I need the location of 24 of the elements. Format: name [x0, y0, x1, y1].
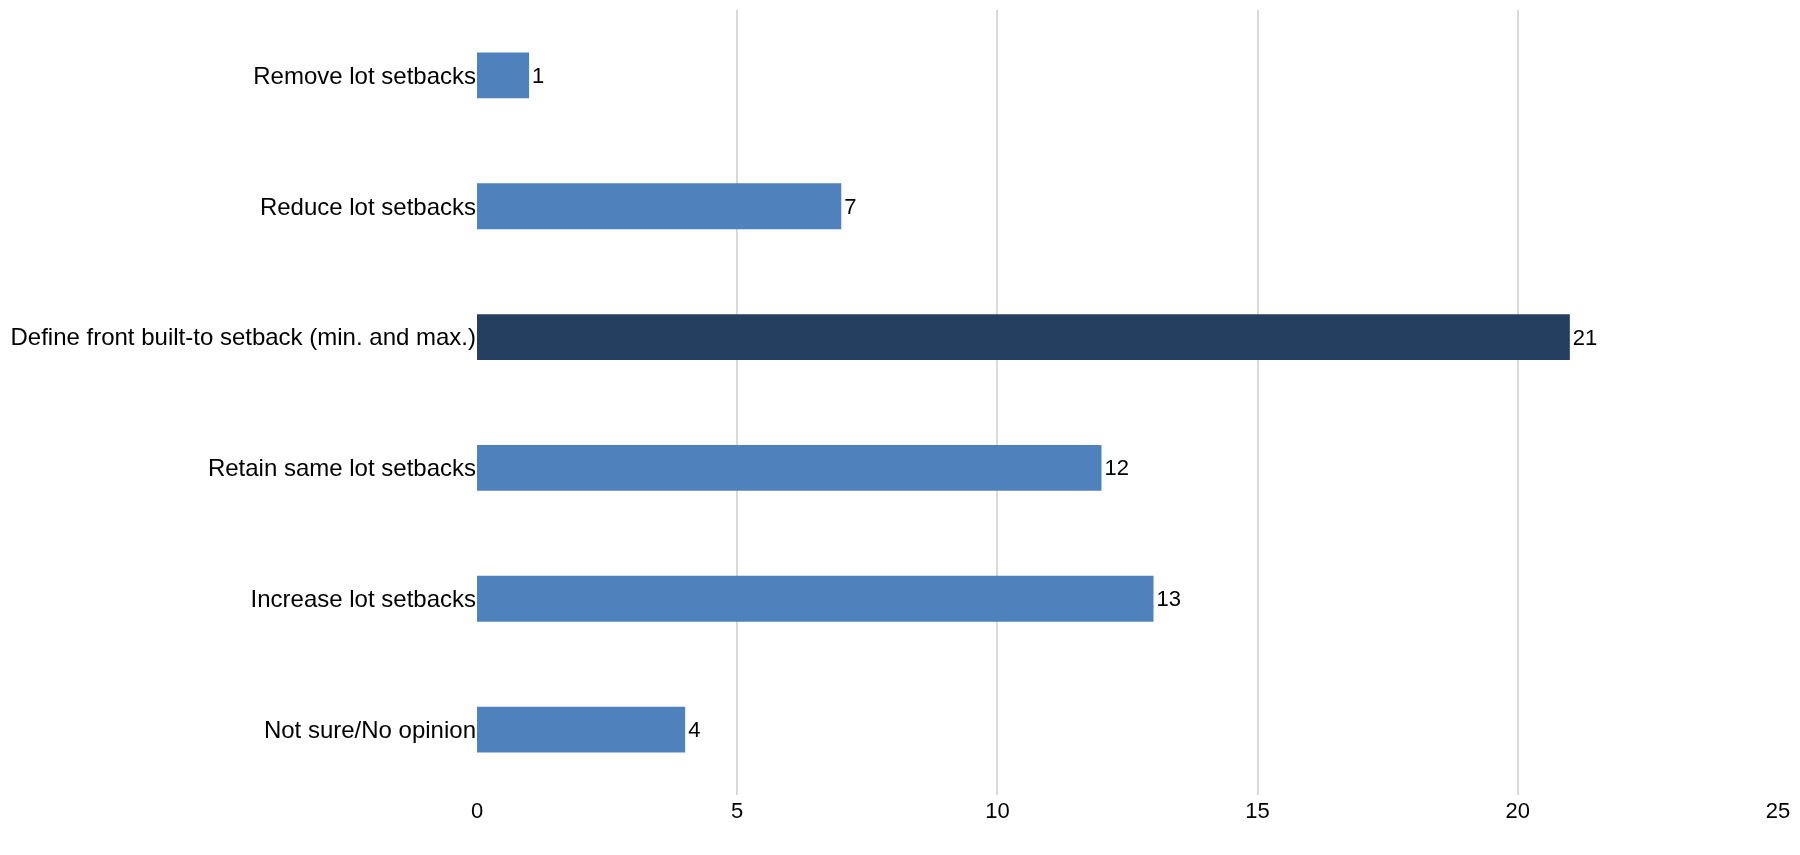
y-tick-label: Define front built-to setback (min. and max.)	[10, 323, 476, 351]
x-tick-label: 25	[1765, 798, 1791, 823]
data-label: 13	[1156, 586, 1181, 612]
data-label: 7	[844, 193, 857, 219]
data-label: 1	[532, 62, 545, 88]
y-tick-label: Not sure/No opinion	[263, 715, 476, 743]
data-label: 12	[1104, 455, 1129, 481]
bar	[477, 183, 842, 230]
data-label: 4	[688, 717, 701, 743]
bar	[477, 445, 1102, 491]
bar	[477, 314, 1570, 360]
y-tick-label: Reduce lot setbacks	[259, 192, 476, 220]
bar	[477, 706, 686, 753]
x-tick-label: 15	[1245, 798, 1270, 823]
y-tick-label: Increase lot setbacks	[250, 585, 476, 613]
bar	[477, 52, 530, 99]
x-tick-label: 20	[1505, 798, 1531, 823]
x-tick-label: 0	[470, 798, 484, 823]
data-label: 21	[1572, 324, 1598, 350]
y-tick-label: Remove lot setbacks	[253, 61, 476, 89]
x-tick-label: 5	[731, 798, 744, 823]
bar	[477, 575, 1154, 622]
y-tick-label: Retain same lot setbacks	[207, 454, 476, 482]
x-tick-label: 10	[985, 798, 1010, 823]
